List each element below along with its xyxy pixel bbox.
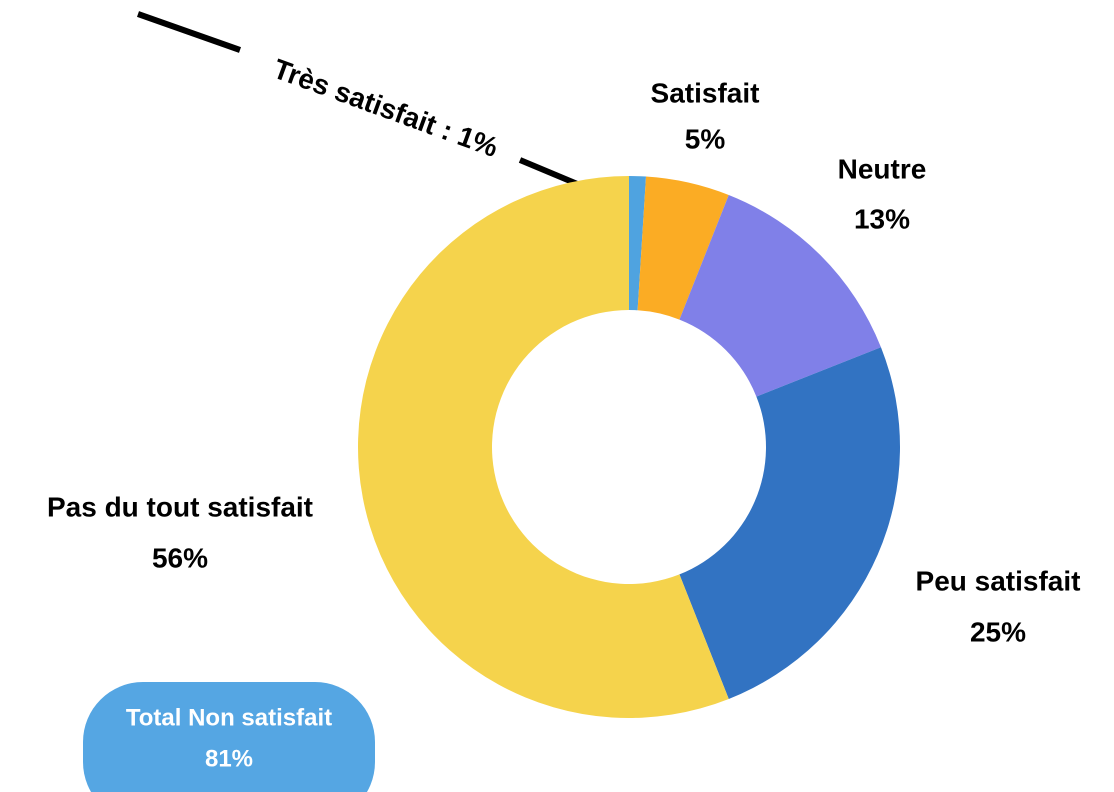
- category-label: Peu satisfait: [916, 565, 1081, 596]
- value-label: 56%: [152, 542, 208, 573]
- donut-segment: [629, 176, 647, 311]
- total-value: 81%: [205, 745, 253, 772]
- donut-segment: [679, 347, 900, 699]
- annotation-line: [137, 11, 241, 53]
- category-label: Pas du tout satisfait: [47, 491, 313, 522]
- value-label: 5%: [685, 123, 726, 154]
- category-label: Neutre: [838, 153, 927, 184]
- donut-segment: [679, 195, 881, 397]
- value-label: 25%: [970, 616, 1026, 647]
- annotation-label: Très satisfait : 1%: [269, 53, 502, 163]
- total-box: [83, 682, 375, 792]
- donut-segment: [358, 176, 729, 718]
- donut-segment: [637, 176, 729, 320]
- category-label: Satisfait: [651, 77, 760, 108]
- total-label: Total Non satisfait: [126, 704, 332, 731]
- value-label: 13%: [854, 203, 910, 234]
